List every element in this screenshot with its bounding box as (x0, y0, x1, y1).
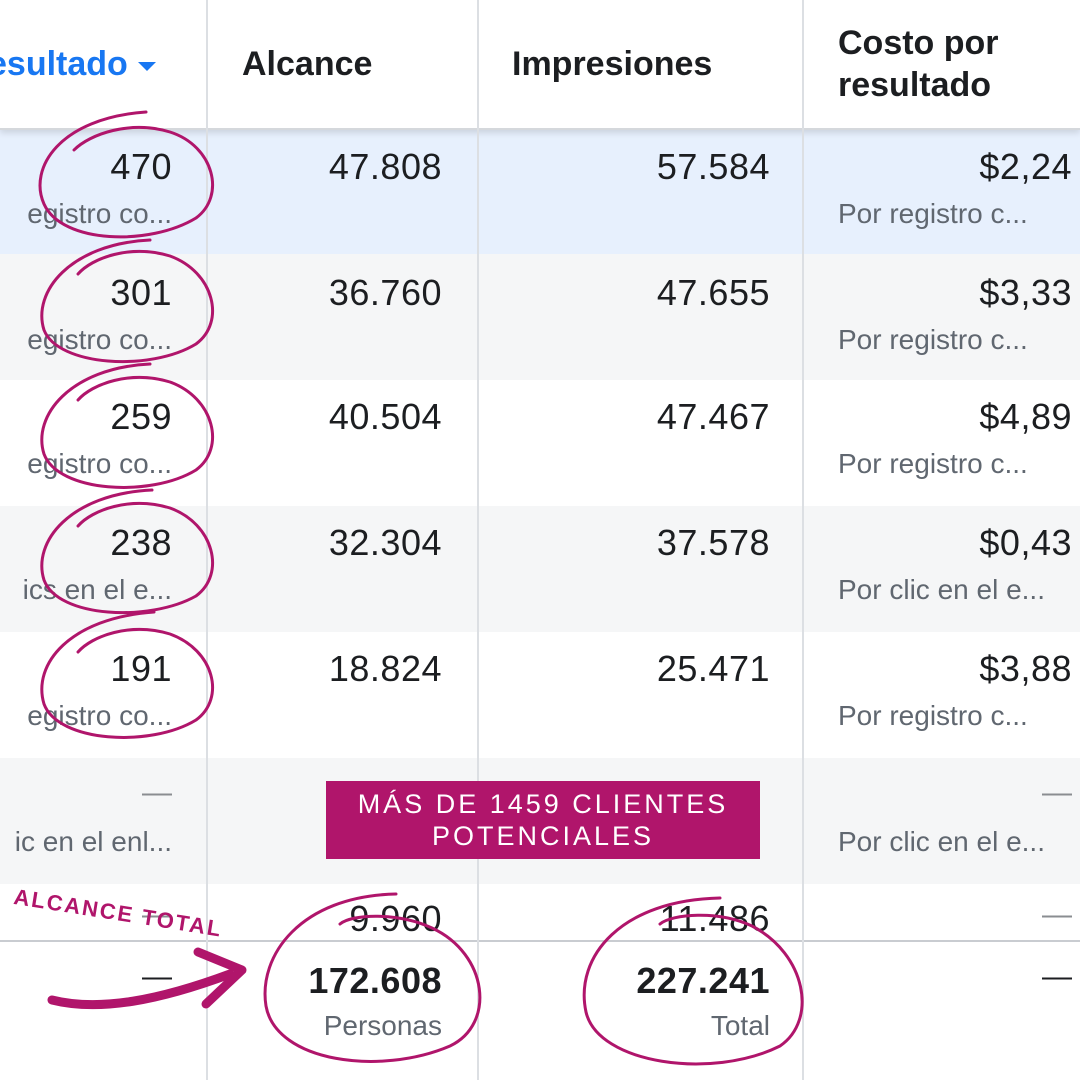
impresiones-value: 47.467 (656, 396, 770, 437)
resultado-type: egistro co... (27, 700, 172, 731)
sort-caret-icon[interactable] (137, 61, 156, 71)
totals-row: — 172.608 Personas 227.241 Total — (0, 940, 1080, 1080)
costo-type: Por registro c... (838, 448, 1028, 479)
column-header-resultado[interactable]: esultado (0, 0, 188, 128)
resultado-value: 238 (110, 522, 172, 563)
costo-value: $3,33 (979, 272, 1072, 313)
costo-value: $3,88 (979, 648, 1072, 689)
total-impresiones-unit: Total (710, 1010, 770, 1041)
costo-value: $4,89 (979, 396, 1072, 437)
column-header-label: esultado (0, 44, 128, 83)
table-row[interactable]: — ic en el enl... — Por clic en el e... (0, 758, 1080, 884)
resultado-type: egistro co... (27, 198, 172, 229)
impresiones-value: 47.655 (656, 272, 770, 313)
column-divider[interactable] (477, 0, 479, 1080)
impresiones-value: 25.471 (656, 648, 770, 689)
table-row[interactable]: 238 ics en el e... 32.304 37.578 $0,43 P… (0, 506, 1080, 632)
costo-type: Por registro c... (838, 198, 1028, 229)
costo-type: Por clic en el e... (838, 826, 1045, 857)
resultado-value: 301 (110, 272, 172, 313)
column-header-alcance[interactable]: Alcance (242, 44, 373, 83)
resultado-value: 259 (110, 396, 172, 437)
costo-value: $2,24 (979, 146, 1072, 187)
impresiones-value: 57.584 (656, 146, 770, 187)
costo-value: $0,43 (979, 522, 1072, 563)
table-row[interactable]: 259 egistro co... 40.504 47.467 $4,89 Po… (0, 380, 1080, 506)
table-row[interactable]: 301 egistro co... 36.760 47.655 $3,33 Po… (0, 254, 1080, 380)
alcance-value: 36.760 (328, 272, 442, 313)
resultado-value: 191 (110, 648, 172, 689)
highlight-banner: MÁS DE 1459 CLIENTES POTENCIALES (326, 781, 760, 859)
total-costo: — (1042, 960, 1072, 993)
banner-line-2: POTENCIALES (431, 821, 655, 851)
alcance-value: 32.304 (328, 522, 442, 563)
resultado-value: — (142, 898, 172, 931)
alcance-value: 9.960 (349, 898, 442, 939)
total-impresiones: 227.241 (636, 960, 770, 1001)
total-alcance: 172.608 (308, 960, 442, 1001)
costo-type: Por registro c... (838, 700, 1028, 731)
resultado-type: egistro co... (27, 324, 172, 355)
total-resultado: — (142, 960, 172, 993)
column-header-impresiones[interactable]: Impresiones (512, 44, 713, 83)
table-row[interactable]: 470 egistro co... 47.808 57.584 $2,24 Po… (0, 128, 1080, 254)
impresiones-value: 37.578 (656, 522, 770, 563)
costo-value: — (1042, 898, 1072, 931)
column-divider[interactable] (802, 0, 804, 1080)
banner-line-1: MÁS DE 1459 CLIENTES (357, 789, 729, 819)
alcance-value: 40.504 (328, 396, 442, 437)
table-row[interactable]: 191 egistro co... 18.824 25.471 $3,88 Po… (0, 632, 1080, 758)
resultado-type: ic en el enl... (14, 826, 172, 857)
table-header: esultado Alcance Impresiones Costo por r… (0, 0, 1080, 130)
costo-type: Por clic en el e... (838, 574, 1045, 605)
alcance-value: 47.808 (328, 146, 442, 187)
resultado-value: — (142, 776, 172, 809)
resultado-value: 470 (110, 146, 172, 187)
total-alcance-unit: Personas (323, 1010, 442, 1041)
alcance-value: 18.824 (328, 648, 442, 689)
column-header-costo-por-resultado[interactable]: Costo por resultado (838, 24, 999, 104)
costo-value: — (1042, 776, 1072, 809)
resultado-type: ics en el e... (22, 574, 172, 605)
resultado-type: egistro co... (27, 448, 172, 479)
impresiones-value: 11.486 (659, 898, 770, 939)
costo-type: Por registro c... (838, 324, 1028, 355)
